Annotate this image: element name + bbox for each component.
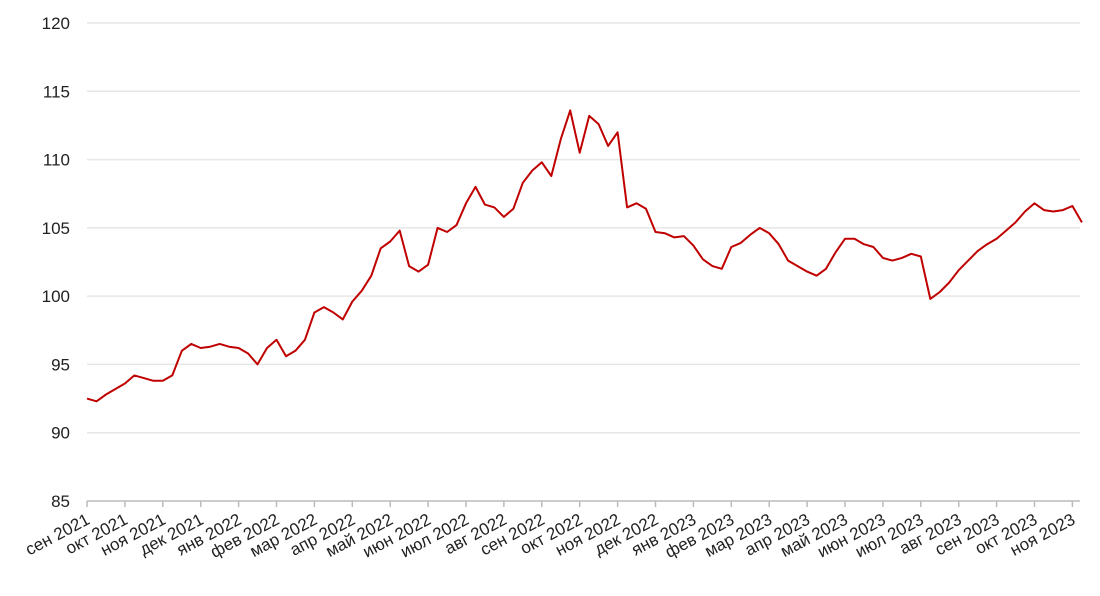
y-tick-label: 110 xyxy=(43,151,70,170)
y-tick-label: 120 xyxy=(42,14,70,33)
y-tick-label: 105 xyxy=(42,219,70,238)
y-tick-label: 95 xyxy=(51,355,70,374)
y-tick-label: 115 xyxy=(43,82,70,101)
y-tick-label: 85 xyxy=(51,492,70,511)
data-line xyxy=(86,109,1083,403)
y-tick-label: 100 xyxy=(42,287,70,306)
y-tick-label: 90 xyxy=(51,424,70,443)
